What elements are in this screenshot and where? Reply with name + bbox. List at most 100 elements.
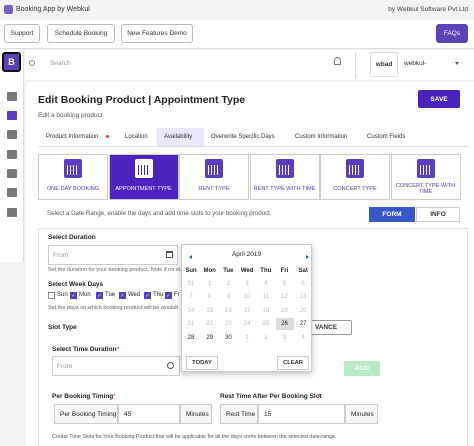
today-button[interactable]: TODAY xyxy=(186,356,218,370)
calendar-day[interactable]: 11 xyxy=(262,294,269,301)
calendar-day[interactable]: 8 xyxy=(208,294,212,301)
calendar-day[interactable]: 23 xyxy=(225,321,232,328)
footer-note: Create Time Slots for Your Booking Produ… xyxy=(52,434,337,440)
calendar-day[interactable]: 4 xyxy=(301,334,305,341)
input[interactable] xyxy=(52,356,180,376)
checkbox[interactable]: ✓ xyxy=(96,292,103,299)
toolbar-button[interactable]: New Features Demo xyxy=(121,24,193,43)
field-label: Per Booking Timing xyxy=(52,393,114,400)
calendar-day[interactable]: 21 xyxy=(187,321,195,328)
app-title: Booking App by Webkul xyxy=(16,6,90,13)
input[interactable]: 45 xyxy=(118,404,180,424)
calendar-day[interactable]: 1 xyxy=(208,281,212,287)
clock-icon xyxy=(167,362,174,369)
weekday: Wed xyxy=(240,268,254,274)
company: by Webkul Software Pvt Ltd xyxy=(388,6,468,13)
calendar-day[interactable]: 12 xyxy=(281,294,288,301)
calendar-day[interactable]: 22 xyxy=(206,321,214,328)
sidebar-icon[interactable] xyxy=(7,188,17,197)
save-button[interactable]: SAVE xyxy=(418,90,460,108)
calendar-day[interactable]: 9 xyxy=(226,294,231,301)
sidebar-icon[interactable] xyxy=(7,130,17,139)
calendar-day[interactable]: 26 xyxy=(275,318,294,331)
form-tab[interactable]: FORM xyxy=(369,207,415,222)
calendar-day[interactable]: 2 xyxy=(264,334,268,341)
faq-button[interactable]: FAQs xyxy=(436,24,468,43)
calendar-day[interactable]: 4 xyxy=(264,281,268,287)
calendar-day[interactable]: 30 xyxy=(225,334,232,341)
page-subtitle: Edit a booking product xyxy=(38,112,103,119)
calendar-day[interactable]: 15 xyxy=(206,307,214,314)
tab[interactable]: Product Information xyxy=(46,134,99,140)
input-addon: Per Booking Timing xyxy=(54,404,118,424)
hint: Set the duration for your booking produc… xyxy=(48,267,189,273)
calendar-day[interactable]: 3 xyxy=(245,281,249,287)
input[interactable]: 15 xyxy=(258,404,345,424)
next-arrow[interactable] xyxy=(306,255,309,259)
type-icon-grid xyxy=(278,165,291,175)
calendar-popup xyxy=(181,244,312,372)
input[interactable] xyxy=(48,245,178,265)
calendar-day[interactable]: 28 xyxy=(187,334,195,341)
tab-active-bg xyxy=(157,128,204,146)
field-label: Select Time Duration xyxy=(52,346,117,353)
calendar-day[interactable]: 7 xyxy=(189,294,193,301)
nav-divider xyxy=(355,52,356,78)
logo[interactable]: B xyxy=(2,52,21,72)
user-name[interactable]: webkul- xyxy=(404,60,427,67)
day-label: Fr xyxy=(174,292,180,298)
checkbox[interactable]: ✓ xyxy=(70,292,77,299)
field-label: Rest Time After Per Booking Slot xyxy=(220,393,322,400)
calendar-day[interactable]: 3 xyxy=(282,334,287,341)
calendar-day[interactable]: 10 xyxy=(243,294,251,301)
tab[interactable]: Availability xyxy=(164,134,193,140)
calendar-day[interactable]: 25 xyxy=(262,321,270,328)
calendar-day[interactable]: 18 xyxy=(262,307,270,314)
sidebar-icon[interactable] xyxy=(7,208,17,217)
sidebar-icon[interactable] xyxy=(7,150,17,159)
calendar-day[interactable]: 2 xyxy=(226,281,231,287)
calendar-day[interactable]: 1 xyxy=(245,334,249,341)
checkbox[interactable]: ✓ xyxy=(119,292,126,299)
search-input[interactable]: Search xyxy=(50,60,71,67)
bell-icon[interactable] xyxy=(334,57,341,65)
calendar-day[interactable]: 27 xyxy=(299,321,307,328)
calendar-day[interactable]: 16 xyxy=(225,307,232,314)
weekday: Sat xyxy=(298,268,308,274)
calendar-day[interactable]: 24 xyxy=(243,321,251,328)
sidebar-icon[interactable] xyxy=(7,169,17,178)
prev-arrow[interactable] xyxy=(189,255,192,259)
toolbar-button[interactable]: Support xyxy=(4,24,40,43)
type-icon-grid xyxy=(67,165,79,175)
type-label: ONE DAY BOOKING xyxy=(46,185,100,192)
checkbox[interactable]: ✓ xyxy=(165,292,172,299)
checkbox[interactable] xyxy=(48,292,55,299)
info-tab[interactable]: INFO xyxy=(416,207,460,222)
tab[interactable]: Overwrite Specific Days xyxy=(211,134,275,140)
page-title: Edit Booking Product | Appointment Type xyxy=(38,94,246,106)
calendar-day[interactable]: 20 xyxy=(299,307,307,314)
sidebar-icon[interactable] xyxy=(7,111,17,120)
toolbar-button[interactable]: Schedule Booking xyxy=(47,24,115,43)
weekday: Fri xyxy=(280,268,289,274)
clear-button[interactable]: CLEAR xyxy=(277,356,309,370)
calendar-day[interactable]: 17 xyxy=(243,307,251,314)
add-button[interactable]: ADD xyxy=(344,361,380,376)
calendar-day[interactable]: 31 xyxy=(187,281,195,287)
divider xyxy=(0,48,474,49)
calendar-day[interactable]: 14 xyxy=(187,307,195,314)
calendar-day[interactable]: 19 xyxy=(281,307,288,314)
calendar-day[interactable]: 6 xyxy=(301,281,305,287)
calendar-day[interactable]: 5 xyxy=(282,281,287,287)
tab[interactable]: Custom Fields xyxy=(367,134,406,140)
calendar-day[interactable]: 13 xyxy=(299,294,307,301)
required-mark: * xyxy=(113,393,116,400)
tab[interactable]: Custom Information xyxy=(295,134,348,140)
checkbox[interactable]: ✓ xyxy=(144,292,151,299)
input-addon: Rest Time xyxy=(220,404,258,424)
placeholder: From xyxy=(57,363,73,370)
avatar[interactable]: wbad xyxy=(370,52,398,77)
tab[interactable]: Location xyxy=(125,134,148,140)
calendar-day[interactable]: 29 xyxy=(206,334,214,341)
sidebar-icon[interactable] xyxy=(7,92,17,101)
